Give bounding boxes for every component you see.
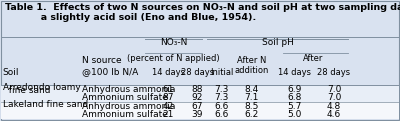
Bar xyxy=(1,111,399,119)
Text: 28 days: 28 days xyxy=(318,68,350,77)
Text: 88: 88 xyxy=(192,84,203,94)
Text: Ammonium sulfate: Ammonium sulfate xyxy=(82,110,168,119)
Text: 92: 92 xyxy=(192,93,203,102)
Text: Initial: Initial xyxy=(210,68,233,77)
Text: 7.3: 7.3 xyxy=(214,84,229,94)
Text: N source
@100 lb N/A: N source @100 lb N/A xyxy=(82,56,138,76)
Text: Soil: Soil xyxy=(3,68,19,77)
Text: 6.2: 6.2 xyxy=(244,110,258,119)
Text: 7.3: 7.3 xyxy=(214,93,229,102)
Text: 6.9: 6.9 xyxy=(288,84,302,94)
Text: 39: 39 xyxy=(192,110,203,119)
Text: After N
addition: After N addition xyxy=(234,56,268,75)
Text: 6.8: 6.8 xyxy=(288,93,302,102)
Text: Anhydrous ammonia: Anhydrous ammonia xyxy=(82,102,175,111)
Text: (percent of N applied): (percent of N applied) xyxy=(127,54,220,63)
Text: 5.0: 5.0 xyxy=(288,110,302,119)
Text: 7.1: 7.1 xyxy=(244,93,258,102)
Text: 42: 42 xyxy=(162,102,174,111)
Text: 4.8: 4.8 xyxy=(327,102,341,111)
Text: 21: 21 xyxy=(162,110,174,119)
Text: Table 1.  Effects of two N sources on NO₃-N and soil pH at two sampling dates on: Table 1. Effects of two N sources on NO₃… xyxy=(5,3,400,12)
Text: 7.0: 7.0 xyxy=(327,93,341,102)
Text: Anhydrous ammonia: Anhydrous ammonia xyxy=(82,84,175,94)
Bar xyxy=(1,85,399,93)
Text: 67: 67 xyxy=(192,102,203,111)
Text: Arredondo loamy: Arredondo loamy xyxy=(3,83,80,92)
Text: 4.6: 4.6 xyxy=(327,110,341,119)
Text: Soil pH: Soil pH xyxy=(262,38,294,47)
Bar xyxy=(1,102,399,111)
Text: a slightly acid soil (Eno and Blue, 1954).: a slightly acid soil (Eno and Blue, 1954… xyxy=(5,13,256,22)
Text: 6.6: 6.6 xyxy=(214,110,229,119)
Text: Lakeland fine sand: Lakeland fine sand xyxy=(3,100,88,109)
Text: 8.5: 8.5 xyxy=(244,102,258,111)
Text: NO₃-N: NO₃-N xyxy=(160,38,187,47)
Text: 61: 61 xyxy=(162,84,174,94)
Text: After: After xyxy=(303,54,324,63)
Bar xyxy=(1,93,399,102)
Text: 8.4: 8.4 xyxy=(244,84,258,94)
Text: 6.6: 6.6 xyxy=(214,102,229,111)
Text: 87: 87 xyxy=(162,93,174,102)
Text: 28 days: 28 days xyxy=(181,68,214,77)
Text: Ammonium sulfate: Ammonium sulfate xyxy=(82,93,168,102)
Text: 14 days: 14 days xyxy=(278,68,311,77)
Text: fine sand: fine sand xyxy=(3,86,50,95)
Text: 14 days: 14 days xyxy=(152,68,184,77)
Text: 5.7: 5.7 xyxy=(288,102,302,111)
Text: 7.0: 7.0 xyxy=(327,84,341,94)
